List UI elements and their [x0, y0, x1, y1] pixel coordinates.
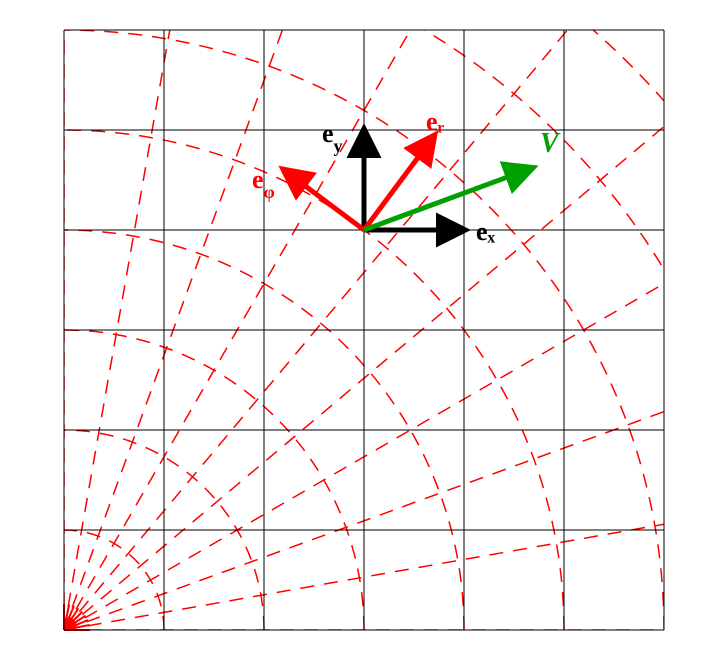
label-V: V — [540, 128, 561, 159]
coordinate-diagram: eₓeyeᵣeφV — [0, 0, 728, 671]
label-er: eᵣ — [426, 107, 445, 136]
label-ex: eₓ — [476, 217, 496, 246]
